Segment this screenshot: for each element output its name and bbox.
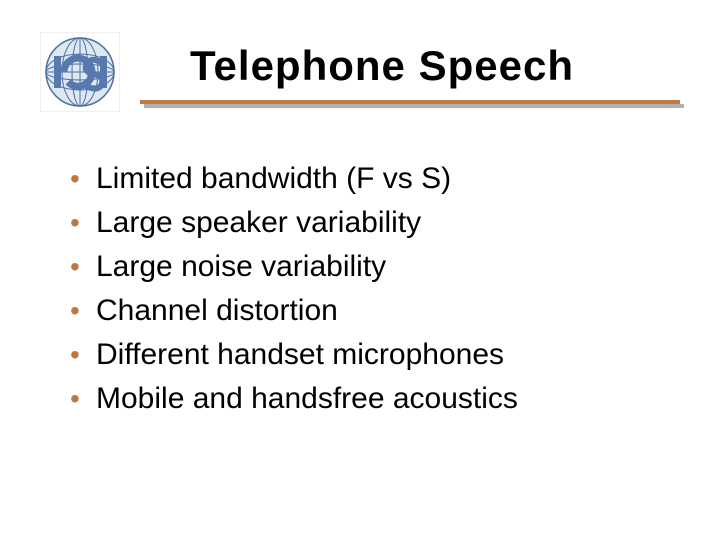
list-item: • Mobile and handsfree acoustics [70, 380, 680, 418]
bullet-text: Large noise variability [96, 248, 386, 286]
list-item: • Limited bandwidth (F vs S) [70, 160, 680, 198]
bullet-icon: • [70, 292, 96, 330]
slide-title: Telephone Speech [190, 42, 574, 90]
bullet-text: Different handset microphones [96, 336, 504, 374]
list-item: • Channel distortion [70, 292, 680, 330]
list-item: • Large speaker variability [70, 204, 680, 242]
bullet-icon: • [70, 336, 96, 374]
bullet-icon: • [70, 380, 96, 418]
bullet-text: Channel distortion [96, 292, 338, 330]
title-underline-shadow [144, 104, 684, 108]
bullet-icon: • [70, 248, 96, 286]
bullet-text: Mobile and handsfree acoustics [96, 380, 518, 418]
bullet-text: Large speaker variability [96, 204, 421, 242]
list-item: • Large noise variability [70, 248, 680, 286]
slide: Telephone Speech • Limited bandwidth (F … [0, 0, 720, 540]
slide-header: Telephone Speech [40, 42, 680, 122]
list-item: • Different handset microphones [70, 336, 680, 374]
bullet-icon: • [70, 160, 96, 198]
bullet-list: • Limited bandwidth (F vs S) • Large spe… [70, 160, 680, 424]
isi-globe-logo-icon [40, 32, 120, 112]
title-underline-bar [140, 100, 680, 104]
title-underline [140, 100, 680, 110]
bullet-text: Limited bandwidth (F vs S) [96, 160, 451, 198]
bullet-icon: • [70, 204, 96, 242]
